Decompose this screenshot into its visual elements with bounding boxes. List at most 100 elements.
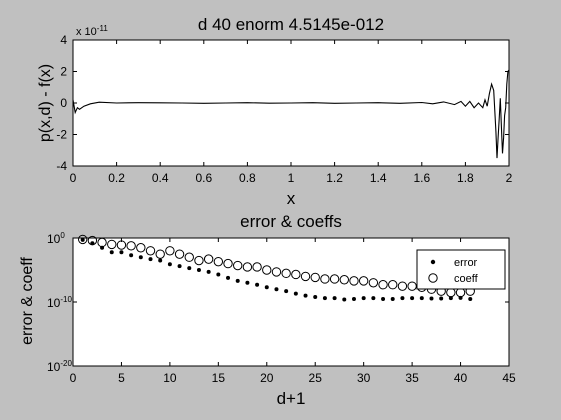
top-ytick-label: 0 [60,96,67,110]
bottom-xtick-label: 15 [212,371,226,385]
legend: error coeff [416,249,506,290]
error-point [303,293,308,298]
error-point [439,296,444,301]
coeff-point [262,265,272,275]
bottom-xlabel: d+1 [277,389,306,408]
coeff-point [388,280,398,290]
error-point [293,291,298,296]
coeff-point [233,260,243,271]
coeff-point [339,275,349,285]
error-point [342,297,347,302]
top-xtick-label: 0 [70,171,77,185]
error-point [196,268,201,272]
coeff-point [300,271,311,282]
error-point [226,275,231,280]
coeff-point [174,249,185,259]
error-point [264,285,269,290]
coeff-point [116,240,127,250]
coeff-point [271,267,282,277]
error-point [400,296,405,301]
top-series-group [72,69,510,159]
coeff-point [145,246,156,256]
bottom-xtick-label: 10 [163,371,177,385]
error-point [158,258,163,263]
coeff-point [155,249,165,259]
error-point [119,250,124,255]
error-point [322,296,327,301]
error-point [381,296,386,301]
error-point [419,296,424,301]
bottom-xtick-label: 20 [260,371,274,385]
coeff-point [77,234,88,245]
error-point [138,255,143,260]
bottom-yticks: 100 10-10 10-20 [47,231,509,374]
bottom-plot: error & coeffs error & coeff d+1 0 5 10 15 2… [19,212,516,408]
top-exponent-label: x 10-11 [76,24,108,38]
coeff-point [194,255,204,266]
error-point [284,289,289,294]
bottom-plot-title: error & coeffs [240,212,342,231]
error-point [468,296,473,301]
bottom-ytick-label: 10-10 [47,295,72,310]
top-ytick-label: 2 [60,65,67,79]
top-xtick-label: 0.4 [152,171,169,185]
top-xtick-label: 1.8 [457,171,474,185]
bottom-xtick-label: 0 [70,371,77,385]
error-point [167,262,172,267]
error-point [332,296,337,301]
coeff-point [203,254,214,264]
top-yticks: -4 -2 0 2 4 [56,33,509,173]
error-point [448,296,453,301]
coeff-point [291,269,301,280]
error-point [255,282,260,287]
top-ytick-label: -4 [56,159,67,173]
error-point [371,296,376,301]
top-plot-title: d 40 enorm 4.5145e-012 [198,15,384,34]
error-point [80,237,85,242]
top-ytick-label: 4 [60,33,67,47]
error-point [129,253,134,258]
top-xtick-label: 0.2 [108,171,125,185]
bottom-ytick-label: 10-20 [47,359,72,374]
coeff-point [368,278,379,288]
bottom-xticks: 0 5 10 15 20 25 30 35 40 45 [70,238,516,385]
coeff-point [320,274,330,284]
error-point [235,278,240,283]
coeff-point [136,243,146,253]
top-xtick-label: 1 [288,171,295,185]
error-point [429,296,434,301]
coeff-point [349,276,359,286]
bottom-xtick-label: 30 [357,371,371,385]
error-point [245,280,250,285]
error-point [148,257,153,262]
error-point [216,272,221,277]
coeff-point [223,258,233,269]
top-ylabel: p(x,d) - f(x) [37,64,54,142]
bottom-ylabel: error & coeff [19,257,36,345]
coeff-point [281,268,291,279]
top-xticks: 0 0.2 0.4 0.6 0.8 1 1.2 1.4 1.6 1.8 2 [70,40,513,185]
top-xlabel: x [287,189,296,208]
error-point [177,264,182,269]
error-point [410,296,415,301]
bottom-xtick-label: 5 [118,371,125,385]
bottom-xtick-label: 45 [502,371,516,385]
coeff-point [397,281,408,291]
bottom-xtick-label: 35 [405,371,419,385]
top-error-line [72,69,510,159]
bottom-xtick-label: 25 [309,371,323,385]
coeff-point [358,276,369,286]
bottom-ytick-label: 100 [47,231,65,246]
coeff-point [378,280,388,290]
top-plot: d 40 enorm 4.5145e-012 x 10-11 p(x,d) - … [37,15,513,208]
top-xtick-label: 2 [506,171,513,185]
coeff-point [107,239,117,250]
coeff-point [310,272,320,283]
coeff-point [126,241,136,251]
coeff-point [165,246,175,256]
top-xtick-label: 0.6 [195,171,212,185]
top-xtick-label: 1.4 [370,171,387,185]
coeff-point [213,256,224,267]
error-point [109,250,114,255]
